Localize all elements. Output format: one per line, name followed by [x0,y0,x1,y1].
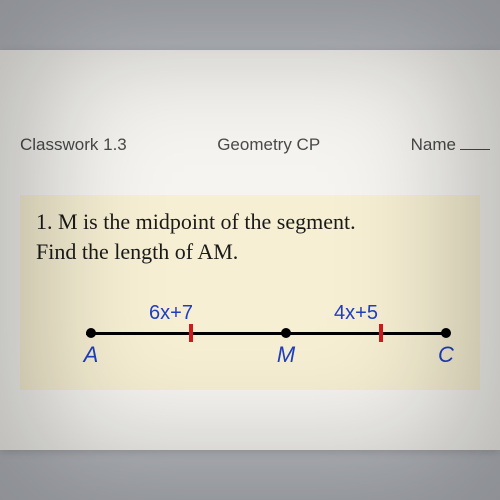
name-blank-line [460,149,490,150]
course-name: Geometry CP [217,135,320,155]
worksheet-id: Classwork 1.3 [20,135,127,155]
endpoint-C [441,328,451,338]
point-label-A: A [84,342,99,368]
segment-label-0: 6x+7 [149,302,193,325]
endpoint-A [86,328,96,338]
endpoint-M [281,328,291,338]
worksheet-header: Classwork 1.3 Geometry CP Name [20,135,490,155]
problem-1-box: 1. M is the midpoint of the segment. Fin… [20,195,480,390]
problem-text-line1: 1. M is the midpoint of the segment. [36,207,464,237]
worksheet-page: Classwork 1.3 Geometry CP Name 1. M is t… [0,50,500,450]
point-label-M: M [277,342,295,368]
segment-label-1: 4x+5 [334,302,378,325]
segment-diagram: A M C 6x+7 4x+5 [36,284,464,384]
problem-text-line2: Find the length of AM. [36,237,464,267]
name-field: Name [411,135,490,155]
point-label-C: C [438,342,454,368]
tick-mark-1 [379,324,383,342]
tick-mark-0 [189,324,193,342]
name-label: Name [411,135,456,155]
segment-line [86,332,446,335]
